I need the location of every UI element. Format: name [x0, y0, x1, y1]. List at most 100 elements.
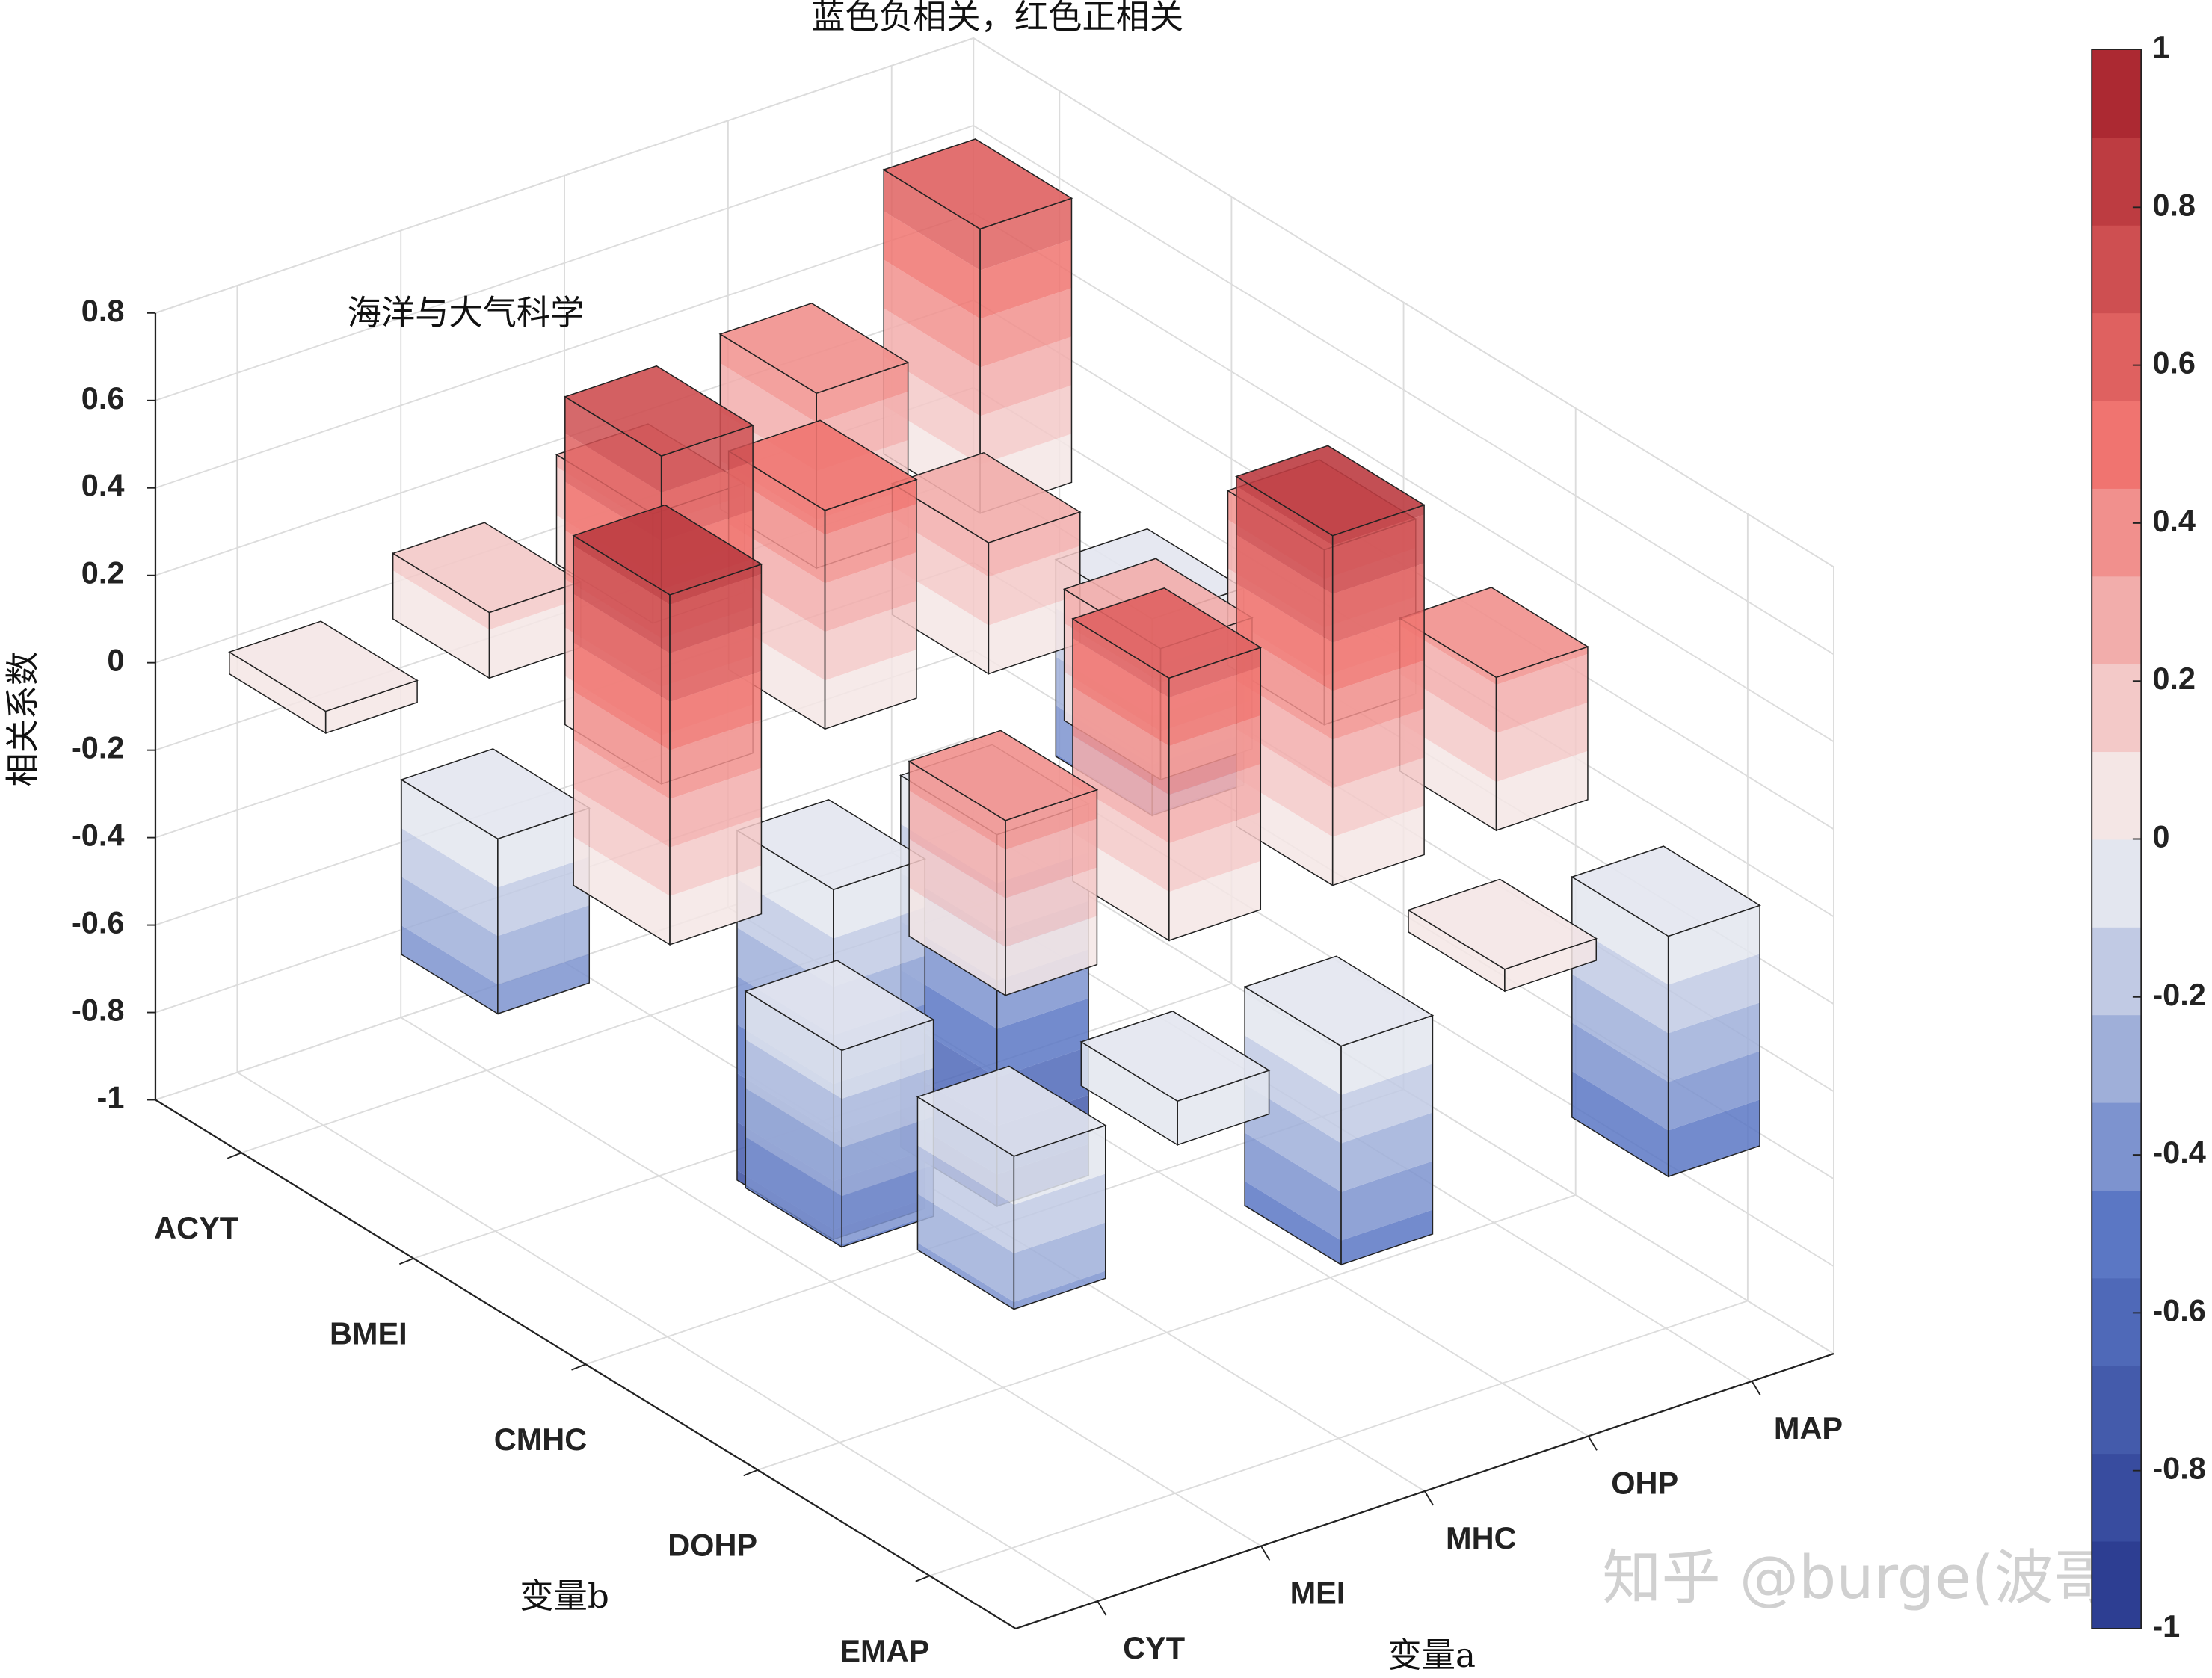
bar-side: [573, 836, 670, 945]
colorbar-band: [2092, 400, 2142, 489]
bar-side: [1072, 619, 1169, 698]
bar: [572, 504, 763, 946]
bar: [1243, 955, 1435, 1266]
x-tick-label: CYT: [1123, 1630, 1185, 1665]
y-tick: [571, 1363, 586, 1371]
bar-front: [1332, 563, 1425, 643]
x-axis-label: 变量a: [1388, 1635, 1476, 1675]
bar-front: [1014, 1222, 1106, 1302]
z-tick-label: 0.6: [81, 380, 125, 416]
bar-top: [1243, 955, 1435, 1047]
z-tick-label: -0.4: [71, 818, 125, 853]
bar-front: [1332, 505, 1425, 546]
colorbar-band: [2092, 312, 2142, 401]
bar-front: [980, 288, 1072, 368]
bar-side: [917, 1242, 1014, 1310]
x-tick: [1587, 1435, 1598, 1451]
y-tick: [743, 1469, 758, 1477]
bar-side: [1571, 1071, 1669, 1177]
bar-front: [1014, 1271, 1106, 1310]
colorbar-band: [2092, 1365, 2142, 1455]
bar-top: [1079, 1011, 1271, 1102]
x-tick: [1751, 1381, 1761, 1396]
bar-top: [890, 451, 1082, 543]
bar-front: [842, 1068, 934, 1148]
y-tick: [915, 1575, 931, 1582]
bar-front: [669, 816, 762, 896]
y-tick: [227, 1152, 242, 1159]
bar: [391, 522, 582, 679]
bar-side: [573, 739, 670, 848]
y-tick-label: BMEI: [330, 1315, 407, 1351]
bar-side: [745, 1088, 842, 1197]
bar-top: [882, 138, 1073, 230]
bar-front: [825, 649, 916, 730]
bar-front: [980, 198, 1072, 271]
bar-side: [1571, 877, 1669, 985]
colorbar-band: [2092, 839, 2142, 928]
bar-side: [401, 828, 498, 937]
x-tick: [1424, 1490, 1434, 1506]
bar-side: [909, 790, 1005, 898]
bar-side: [1236, 534, 1333, 643]
bar-top: [1398, 587, 1589, 679]
bar-front: [497, 857, 590, 937]
colorbar-band: [2092, 137, 2142, 226]
watermark: 知乎 @burge(波哥): [1602, 1543, 2136, 1612]
bar-side: [573, 593, 670, 702]
y-tick-label: CMHC: [494, 1422, 587, 1457]
colorbar-band: [2092, 1277, 2142, 1366]
bar-side: [1236, 486, 1333, 594]
bar-side: [573, 788, 670, 896]
colorbar-tick-label: 0.4: [2152, 503, 2196, 538]
bar-front: [825, 552, 916, 632]
bar-front: [1168, 763, 1261, 844]
x-tick-label: MHC: [1446, 1520, 1517, 1555]
colorbar-band: [2092, 926, 2142, 1016]
colorbar-band: [2092, 751, 2142, 840]
bar-top: [727, 419, 918, 511]
bar: [908, 730, 1099, 997]
bar-front: [825, 479, 916, 535]
bar-side: [401, 780, 498, 888]
bar-front: [1014, 1125, 1106, 1205]
bar-front: [833, 907, 925, 987]
z-tick-label: 0.4: [81, 468, 125, 503]
bar-top: [908, 730, 1099, 821]
z-tick-label: 0.8: [81, 293, 125, 328]
bar-side: [1245, 1132, 1341, 1241]
bar-side: [909, 761, 1005, 850]
colorbar-band: [2092, 1014, 2142, 1103]
bar-side: [1236, 476, 1333, 546]
annotation: 海洋与大气科学: [348, 293, 585, 333]
bar-side: [573, 535, 670, 605]
bar-side: [573, 642, 670, 750]
z-tick-label: -1: [97, 1079, 125, 1114]
bar-front: [996, 998, 1089, 1078]
bar-side: [1072, 686, 1169, 795]
bar-front: [1496, 750, 1588, 830]
bar-front: [842, 1214, 934, 1247]
bar-front: [988, 594, 1080, 674]
bar-side: [884, 308, 981, 416]
bar-front: [1168, 715, 1261, 795]
bar-front: [1005, 818, 1097, 898]
bar-front: [816, 363, 908, 423]
bar-front: [988, 512, 1080, 577]
colorbar-tick-label: 0: [2152, 818, 2169, 854]
colorbar-band: [2092, 1102, 2142, 1191]
bar-front: [1332, 709, 1425, 789]
bar-front: [1496, 653, 1588, 734]
bar: [1235, 445, 1426, 886]
bar-front: [1340, 1209, 1433, 1265]
bar-front: [669, 865, 762, 945]
bar-front: [669, 768, 762, 848]
bar-top: [1571, 845, 1761, 937]
bar-top: [564, 365, 754, 457]
bar-front: [1668, 1099, 1760, 1177]
colorbar-tick-label: 1: [2152, 29, 2169, 64]
bar-side: [884, 259, 981, 368]
bar-side: [909, 887, 1005, 996]
bar-front: [1668, 1002, 1760, 1082]
